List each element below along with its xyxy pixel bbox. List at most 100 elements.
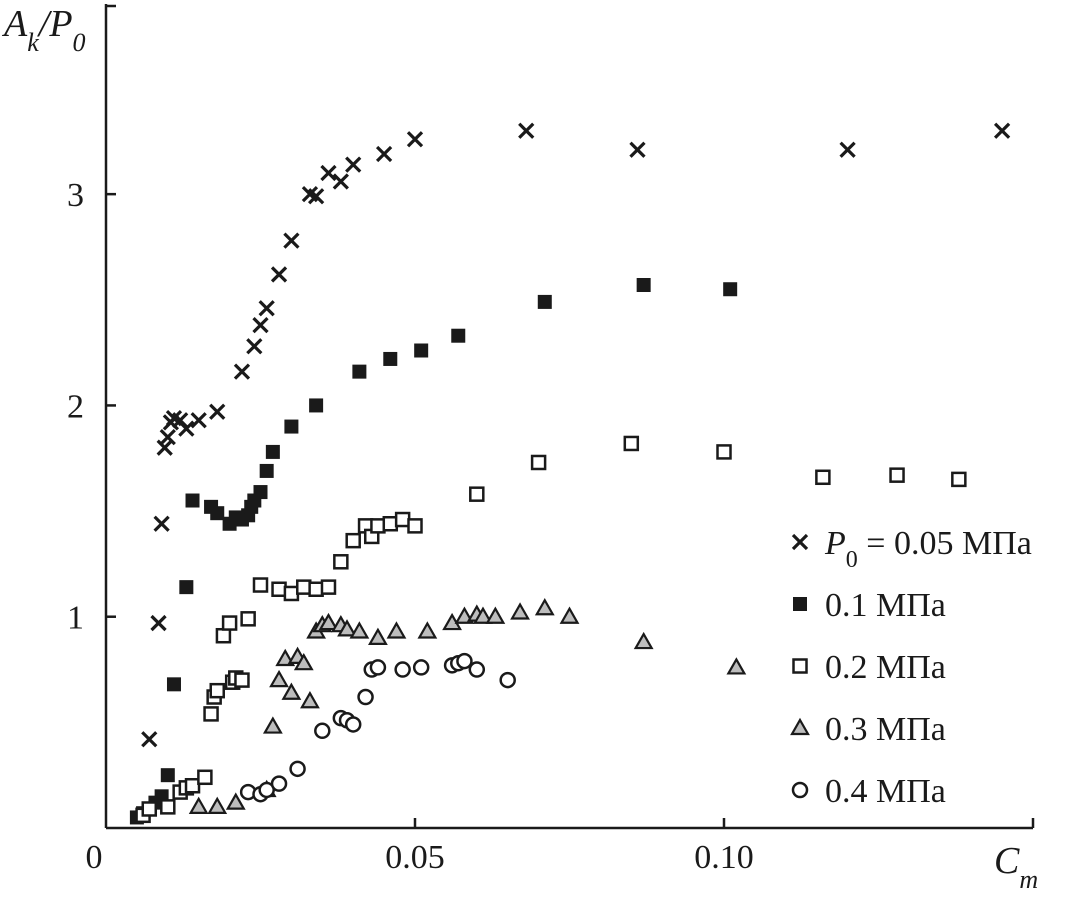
data-point <box>839 141 856 158</box>
data-point <box>309 398 324 413</box>
data-point <box>951 471 967 488</box>
x-tick-label: 0.10 <box>694 839 754 876</box>
data-point <box>209 403 226 420</box>
data-point <box>233 363 251 380</box>
data-point <box>156 439 173 456</box>
data-point <box>283 585 300 602</box>
data-point <box>518 122 535 139</box>
data-point <box>349 621 370 639</box>
data-point <box>252 577 269 593</box>
data-point <box>178 420 195 437</box>
data-point <box>726 657 747 675</box>
data-point <box>337 619 357 637</box>
data-point <box>320 579 337 595</box>
legend-label: 0.4 МПа <box>825 773 946 810</box>
data-point <box>252 317 269 334</box>
data-point <box>375 145 393 163</box>
data-point <box>357 688 374 706</box>
data-point <box>623 435 640 452</box>
data-point <box>289 760 306 778</box>
data-point <box>370 518 386 534</box>
data-point <box>394 511 411 528</box>
x-tick-label: 0.05 <box>385 839 445 876</box>
series-1 <box>129 278 738 825</box>
data-point <box>629 141 646 158</box>
data-point <box>150 614 167 632</box>
series-0 <box>141 122 1011 748</box>
legend-label: P0 = 0.05 МПа <box>824 525 1032 573</box>
data-point <box>253 485 268 500</box>
data-point <box>633 631 654 650</box>
data-point <box>284 419 299 434</box>
legend-marker <box>792 658 808 674</box>
y-tick-label: 3 <box>67 177 84 214</box>
data-point <box>468 661 486 678</box>
data-point <box>451 328 466 343</box>
data-point <box>345 156 362 173</box>
y-tick-label: 2 <box>67 388 84 425</box>
data-point <box>412 659 430 676</box>
data-point <box>333 554 349 570</box>
data-point <box>234 672 250 688</box>
data-point <box>197 769 213 786</box>
data-point <box>270 266 288 283</box>
data-point <box>537 294 552 309</box>
data-point <box>159 428 176 446</box>
data-point <box>469 486 485 502</box>
data-point <box>473 606 493 624</box>
legend-label: 0.2 МПа <box>825 649 946 686</box>
data-point <box>172 412 189 429</box>
data-point <box>271 581 287 598</box>
data-point <box>407 518 423 534</box>
data-point <box>296 579 312 595</box>
data-point <box>406 131 424 148</box>
data-point <box>414 343 429 358</box>
data-point <box>889 467 905 483</box>
data-point <box>456 652 473 670</box>
data-point <box>534 598 555 616</box>
data-point <box>265 444 280 459</box>
data-point <box>246 338 263 355</box>
data-point <box>369 659 387 676</box>
data-point <box>352 364 367 379</box>
y-tick-label: 1 <box>67 600 84 637</box>
data-point <box>345 532 361 549</box>
data-point <box>215 627 232 644</box>
data-point <box>258 300 275 317</box>
data-point <box>185 493 200 508</box>
data-point <box>510 602 530 620</box>
data-point <box>417 621 438 639</box>
data-point <box>153 515 170 532</box>
x-axis-title: Cm <box>994 840 1038 894</box>
data-point <box>281 682 302 700</box>
data-point <box>179 580 194 595</box>
data-point <box>394 661 411 678</box>
data-point <box>332 173 349 190</box>
data-point <box>160 768 175 783</box>
data-point <box>225 792 246 810</box>
data-point <box>559 606 580 624</box>
legend-label: 0.3 МПа <box>825 711 946 748</box>
legend-item: 0.2 МПа <box>792 649 946 686</box>
data-point <box>270 775 288 792</box>
legend-marker <box>790 717 810 736</box>
data-point <box>530 454 547 471</box>
data-point <box>259 463 274 478</box>
series-2 <box>135 435 967 824</box>
legend-item: P0 = 0.05 МПа <box>791 525 1032 573</box>
legend-label: 0.1 МПа <box>825 587 946 624</box>
data-point <box>166 677 181 692</box>
data-point <box>269 669 289 688</box>
data-point <box>382 516 399 532</box>
legend-marker <box>791 781 809 799</box>
legend: P0 = 0.05 МПа 0.1 МПа 0.2 МПа 0.3 МПа 0.4 МП… <box>790 525 1032 810</box>
data-point <box>307 188 325 205</box>
data-point <box>386 621 407 639</box>
legend-marker <box>791 533 809 551</box>
data-point <box>815 469 831 486</box>
data-point <box>993 122 1011 139</box>
data-point <box>318 612 339 631</box>
data-point <box>314 722 331 740</box>
